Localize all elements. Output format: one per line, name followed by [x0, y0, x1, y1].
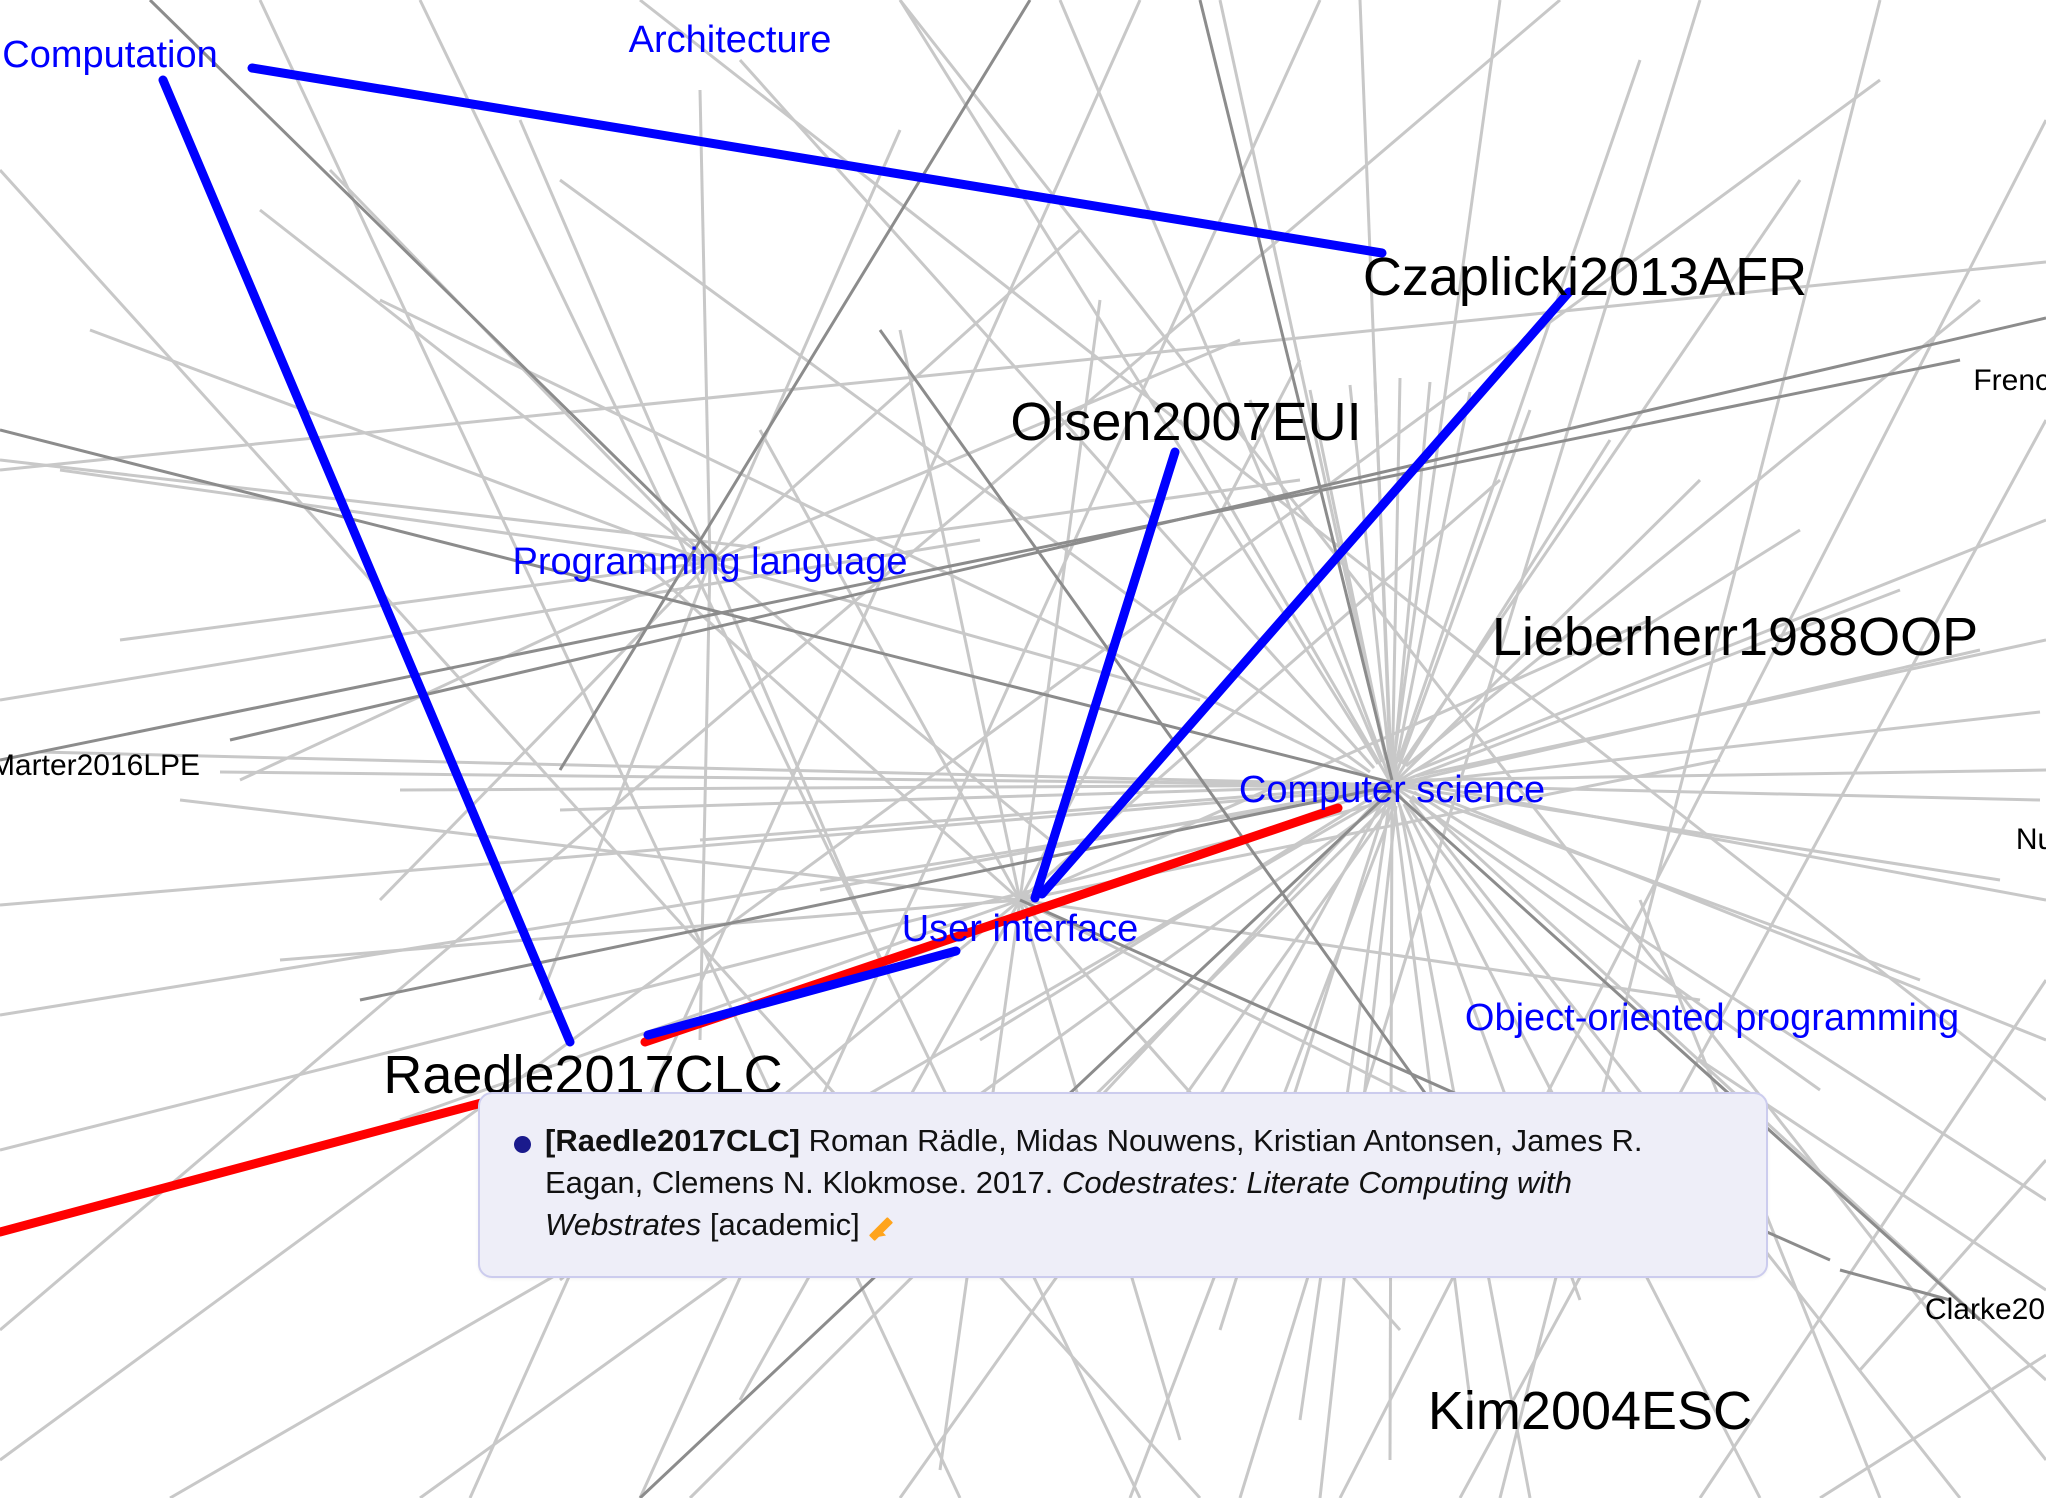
highlighted-edges: [0, 63, 1574, 1237]
edge-computation-raedle: [158, 75, 575, 1047]
node-label-kim2004esc[interactable]: Kim2004ESC: [1427, 1381, 1753, 1441]
tooltip-title: Codestrates: Literate Computing with Web…: [545, 1165, 1572, 1243]
edge-red-offscreen-left: [0, 1093, 505, 1237]
tooltip-tag: [academic]: [701, 1207, 869, 1243]
node-label-clarke20[interactable]: Clarke20: [1924, 1293, 2046, 1326]
node-label-marter2016lpe[interactable]: Marter2016LPE: [0, 749, 201, 782]
node-label-nu[interactable]: Nu: [2015, 823, 2046, 856]
node-label-olsen2007eui[interactable]: Olsen2007EUI: [1010, 392, 1362, 452]
tooltip-reference-text: [Raedle2017CLC] Roman Rädle, Midas Nouwe…: [545, 1120, 1695, 1246]
tooltip-entry: [Raedle2017CLC] Roman Rädle, Midas Nouwe…: [514, 1120, 1732, 1246]
edge-olsen-userinterface: [1030, 447, 1180, 903]
node-label-object-oriented-programming[interactable]: Object-oriented programming: [1464, 997, 1960, 1039]
node-label-user-interface[interactable]: User interface: [901, 908, 1139, 950]
edge-computation-czaplicki: [247, 63, 1387, 258]
node-label-lieberherr1988oop[interactable]: Lieberherr1988OOP: [1491, 607, 1979, 667]
node-label-computer-science[interactable]: Computer science: [1238, 769, 1546, 811]
node-label-architecture[interactable]: Architecture: [628, 19, 832, 61]
node-label-computation[interactable]: Computation: [2, 34, 218, 76]
node-label-czaplicki2013afr[interactable]: Czaplicki2013AFR: [1362, 247, 1808, 307]
edge-raedle-userinterface: [643, 946, 961, 1040]
node-label-programming-language[interactable]: Programming language: [512, 541, 908, 583]
pencil-icon[interactable]: [874, 1213, 900, 1239]
bullet-icon: [514, 1136, 531, 1153]
node-detail-tooltip[interactable]: [Raedle2017CLC] Roman Rädle, Midas Nouwe…: [478, 1092, 1768, 1279]
tooltip-cite-key: [Raedle2017CLC]: [545, 1123, 800, 1158]
tooltip-authors: Roman Rädle, Midas Nouwens, Kristian Ant…: [545, 1123, 1643, 1201]
node-label-french[interactable]: French: [1973, 364, 2046, 397]
tooltip-year: 2017.: [975, 1165, 1062, 1201]
